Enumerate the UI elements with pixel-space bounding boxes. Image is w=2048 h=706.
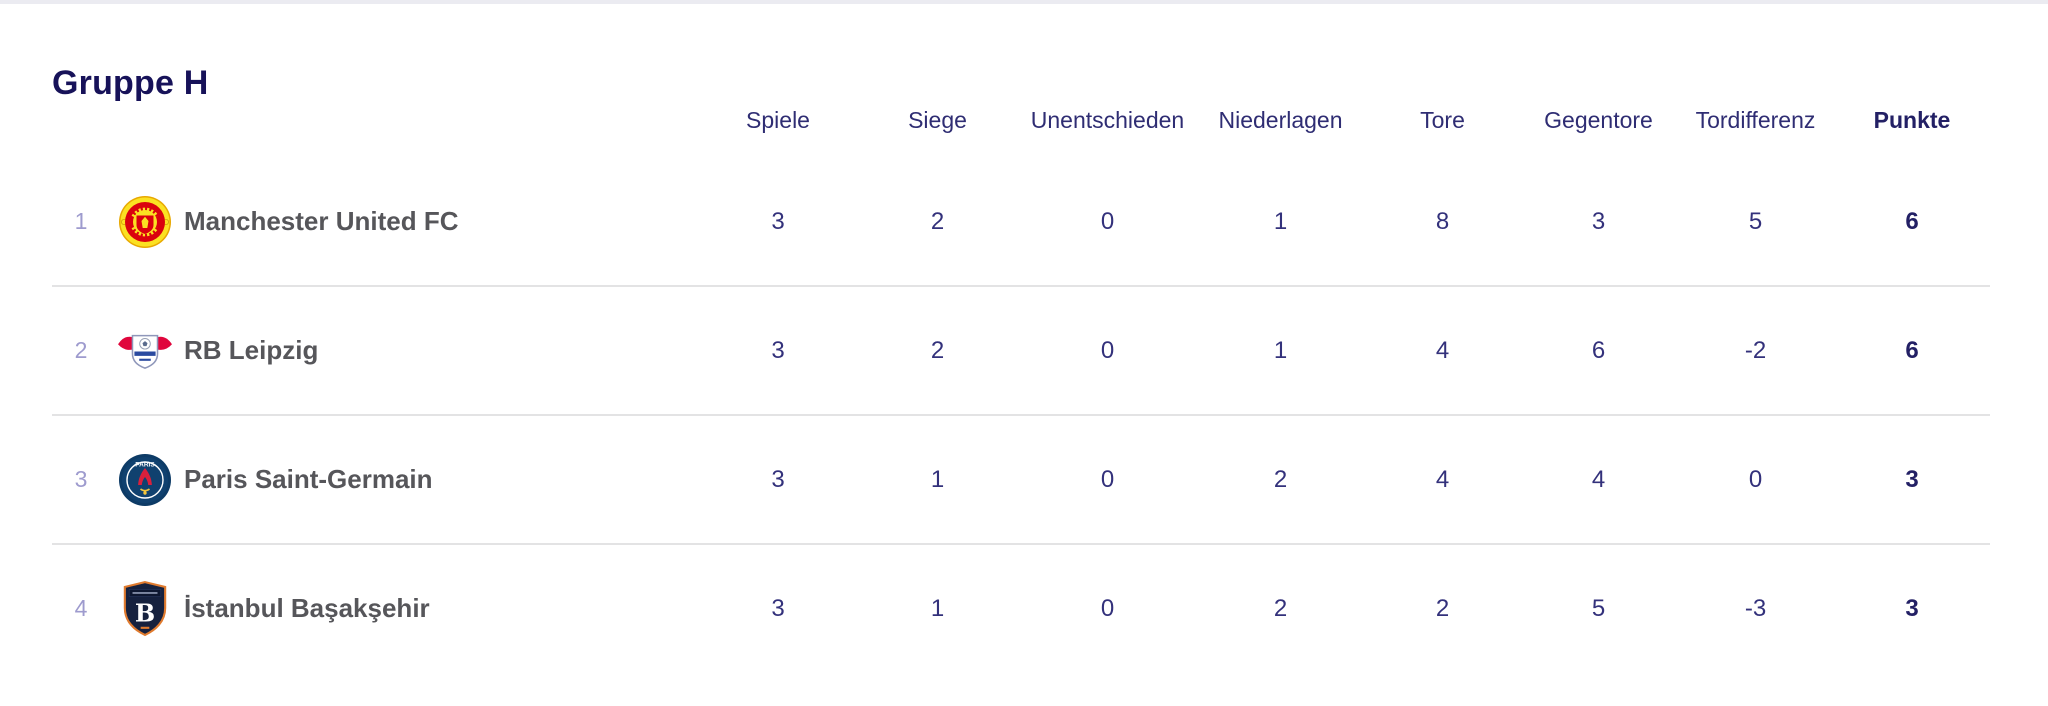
column-header-unentschieden: Unentschieden bbox=[1030, 106, 1185, 133]
stat-unentschieden: 0 bbox=[1100, 465, 1115, 493]
table-header-row: Spiele Siege Unentschieden Niederlagen T… bbox=[52, 96, 1990, 144]
stat-siege: 2 bbox=[930, 207, 945, 235]
stat-spiele: 3 bbox=[771, 594, 785, 622]
stat-tore: 8 bbox=[1435, 207, 1450, 235]
svg-text:B: B bbox=[135, 598, 155, 627]
stat-tore: 4 bbox=[1435, 336, 1450, 364]
team-crest: B bbox=[110, 580, 180, 638]
team-name[interactable]: RB Leipzig bbox=[184, 335, 319, 365]
team-row[interactable]: 3 PARIS Paris Saint-Germain 3 1 0 2 4 4 … bbox=[52, 414, 1990, 543]
stat-punkte: 6 bbox=[1905, 336, 1919, 364]
column-header-punkte: Punkte bbox=[1873, 106, 1951, 133]
stat-niederlagen: 1 bbox=[1273, 207, 1288, 235]
column-header-siege: Siege bbox=[908, 106, 967, 133]
stat-tordifferenz: 0 bbox=[1748, 465, 1763, 493]
stat-spiele: 3 bbox=[771, 207, 785, 235]
paris-saint-germain-crest-icon: PARIS bbox=[119, 453, 171, 506]
stat-spiele: 3 bbox=[771, 465, 785, 493]
stat-spiele: 3 bbox=[771, 336, 785, 364]
rank-number: 3 bbox=[74, 466, 88, 492]
stat-punkte: 3 bbox=[1905, 594, 1919, 622]
column-header-spiele: Spiele bbox=[746, 106, 810, 133]
istanbul-basaksehir-crest-icon: B bbox=[123, 580, 167, 636]
rank-number: 4 bbox=[74, 595, 88, 621]
team-row[interactable]: 1 Manchester United FC 3 2 0 1 8 3 5 6 bbox=[52, 158, 1990, 285]
stat-siege: 1 bbox=[930, 465, 945, 493]
rb-leipzig-crest-icon bbox=[118, 334, 172, 369]
stat-tore: 2 bbox=[1435, 594, 1450, 622]
stat-punkte: 6 bbox=[1905, 207, 1919, 235]
stat-tordifferenz: -2 bbox=[1744, 336, 1767, 364]
stat-niederlagen: 1 bbox=[1273, 336, 1288, 364]
stat-unentschieden: 0 bbox=[1100, 207, 1115, 235]
column-header-niederlagen: Niederlagen bbox=[1218, 106, 1343, 133]
stat-gegentore: 6 bbox=[1591, 336, 1606, 364]
column-header-tordifferenz: Tordifferenz bbox=[1695, 106, 1816, 133]
team-name[interactable]: İstanbul Başakşehir bbox=[184, 593, 430, 623]
column-header-gegentore: Gegentore bbox=[1544, 106, 1653, 133]
team-crest: PARIS bbox=[110, 453, 180, 507]
rank-number: 2 bbox=[74, 337, 88, 363]
stat-tordifferenz: -3 bbox=[1744, 594, 1767, 622]
stat-unentschieden: 0 bbox=[1100, 594, 1115, 622]
top-divider bbox=[0, 0, 2048, 4]
column-header-tore: Tore bbox=[1420, 106, 1465, 133]
team-crest bbox=[110, 325, 180, 377]
team-name[interactable]: Paris Saint-Germain bbox=[184, 464, 433, 494]
manchester-united-crest-icon bbox=[119, 195, 171, 248]
stat-unentschieden: 0 bbox=[1100, 336, 1115, 364]
stat-gegentore: 3 bbox=[1591, 207, 1606, 235]
stat-niederlagen: 2 bbox=[1273, 465, 1288, 493]
team-name[interactable]: Manchester United FC bbox=[184, 206, 459, 236]
stat-tore: 4 bbox=[1435, 465, 1450, 493]
rank-number: 1 bbox=[74, 208, 88, 234]
team-row[interactable]: 4 B İstanbul Başakşehir 3 1 0 2 2 5 -3 3 bbox=[52, 543, 1990, 672]
stat-gegentore: 4 bbox=[1591, 465, 1606, 493]
group-title: Gruppe H bbox=[52, 64, 209, 102]
team-row[interactable]: 2 RB Leipzig 3 2 0 1 4 6 -2 6 bbox=[52, 285, 1990, 414]
stat-niederlagen: 2 bbox=[1273, 594, 1288, 622]
svg-text:PARIS: PARIS bbox=[135, 461, 155, 468]
stat-siege: 2 bbox=[930, 336, 945, 364]
standings-rows: 1 Manchester United FC 3 2 0 1 8 3 5 6 2… bbox=[52, 158, 1990, 672]
stat-gegentore: 5 bbox=[1591, 594, 1606, 622]
stat-tordifferenz: 5 bbox=[1748, 207, 1763, 235]
stat-siege: 1 bbox=[930, 594, 945, 622]
team-crest bbox=[110, 195, 180, 249]
stat-punkte: 3 bbox=[1905, 465, 1919, 493]
